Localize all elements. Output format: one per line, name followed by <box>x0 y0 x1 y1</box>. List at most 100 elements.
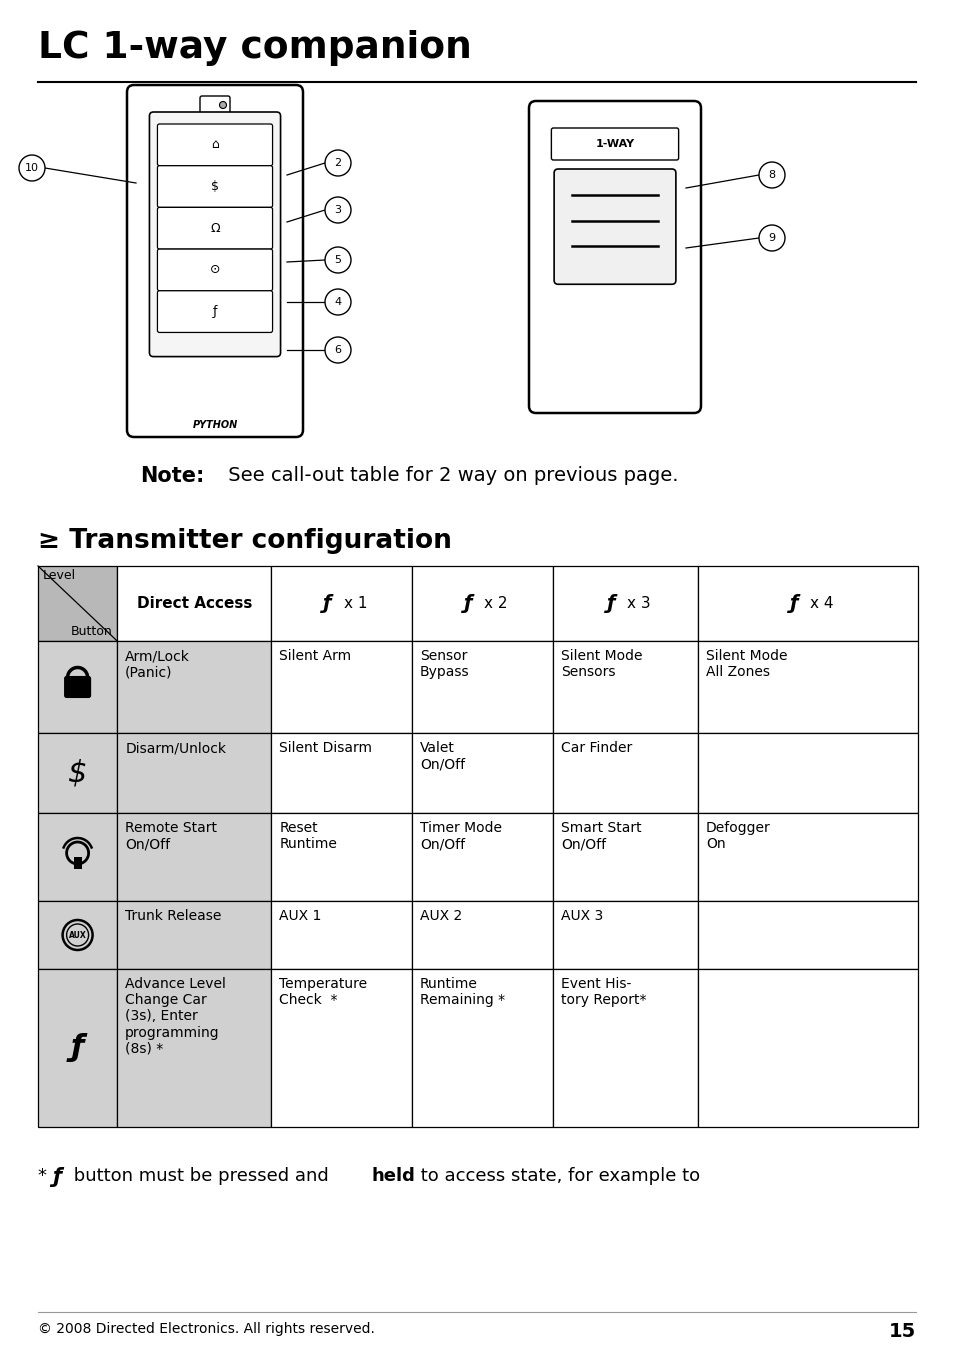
Bar <box>38 813 117 901</box>
Text: held: held <box>372 1167 416 1185</box>
Circle shape <box>325 337 351 363</box>
Text: Smart Start
On/Off: Smart Start On/Off <box>560 821 640 851</box>
Text: 8: 8 <box>767 170 775 179</box>
Circle shape <box>67 924 89 946</box>
Text: Valet
On/Off: Valet On/Off <box>419 741 465 771</box>
Text: Arm/Lock
(Panic): Arm/Lock (Panic) <box>125 650 190 680</box>
Text: Runtime
Remaining *: Runtime Remaining * <box>419 977 504 1007</box>
Text: Silent Mode
All Zones: Silent Mode All Zones <box>705 650 786 680</box>
Circle shape <box>759 162 784 188</box>
Bar <box>412 641 552 733</box>
Text: Reset
Runtime: Reset Runtime <box>279 821 336 851</box>
Text: Level: Level <box>43 569 76 582</box>
Text: Sensor
Bypass: Sensor Bypass <box>419 650 469 680</box>
Bar <box>552 969 698 1127</box>
Text: AUX 2: AUX 2 <box>419 909 462 923</box>
Bar <box>117 565 271 641</box>
FancyBboxPatch shape <box>150 111 280 356</box>
Text: Advance Level
Change Car
(3s), Enter
programming
(8s) *: Advance Level Change Car (3s), Enter pro… <box>125 977 226 1056</box>
Text: Event His-
tory Report*: Event His- tory Report* <box>560 977 645 1007</box>
Text: ƒ: ƒ <box>606 594 615 613</box>
Text: Disarm/Unlock: Disarm/Unlock <box>125 741 226 756</box>
FancyBboxPatch shape <box>157 249 273 291</box>
Text: Silent Arm: Silent Arm <box>279 650 351 663</box>
Bar <box>412 969 552 1127</box>
Bar <box>271 813 412 901</box>
Text: Car Finder: Car Finder <box>560 741 632 756</box>
Text: *: * <box>38 1167 52 1185</box>
FancyBboxPatch shape <box>65 677 90 697</box>
Text: ƒ: ƒ <box>323 594 332 613</box>
Text: 3: 3 <box>335 205 341 215</box>
Text: Note:: Note: <box>140 466 204 487</box>
Bar <box>271 641 412 733</box>
Text: x 4: x 4 <box>809 597 833 612</box>
Circle shape <box>219 102 226 109</box>
Text: AUX 3: AUX 3 <box>560 909 602 923</box>
Circle shape <box>325 149 351 177</box>
Bar <box>698 641 917 733</box>
Text: 10: 10 <box>25 163 39 173</box>
Bar <box>38 969 117 1127</box>
Text: Timer Mode
On/Off: Timer Mode On/Off <box>419 821 501 851</box>
Bar <box>38 901 117 969</box>
Circle shape <box>325 197 351 223</box>
Text: x 1: x 1 <box>343 597 367 612</box>
Text: button must be pressed and: button must be pressed and <box>68 1167 335 1185</box>
Text: to access state, for example to: to access state, for example to <box>415 1167 700 1185</box>
Text: 2: 2 <box>335 158 341 169</box>
Text: ≥ Transmitter configuration: ≥ Transmitter configuration <box>38 529 452 554</box>
Text: ƒ: ƒ <box>213 306 217 318</box>
FancyBboxPatch shape <box>157 166 273 208</box>
Bar <box>552 641 698 733</box>
Text: 1-WAY: 1-WAY <box>595 139 634 149</box>
Text: 9: 9 <box>767 232 775 243</box>
Bar <box>552 901 698 969</box>
Bar <box>552 565 698 641</box>
Bar <box>38 641 117 733</box>
Text: © 2008 Directed Electronics. All rights reserved.: © 2008 Directed Electronics. All rights … <box>38 1322 375 1336</box>
Text: See call-out table for 2 way on previous page.: See call-out table for 2 way on previous… <box>222 466 678 485</box>
Text: ƒ: ƒ <box>71 1033 84 1063</box>
Text: AUX: AUX <box>69 931 87 939</box>
Text: Silent Mode
Sensors: Silent Mode Sensors <box>560 650 641 680</box>
Text: x 2: x 2 <box>484 597 507 612</box>
Bar <box>698 901 917 969</box>
Bar <box>412 901 552 969</box>
Bar <box>412 733 552 813</box>
Bar <box>271 733 412 813</box>
FancyBboxPatch shape <box>200 96 230 114</box>
Bar <box>698 813 917 901</box>
Text: $: $ <box>68 758 87 787</box>
FancyBboxPatch shape <box>127 86 303 438</box>
Text: 15: 15 <box>888 1322 915 1341</box>
Text: ⊙: ⊙ <box>210 264 220 276</box>
Bar <box>38 565 117 641</box>
Text: Temperature
Check  *: Temperature Check * <box>279 977 367 1007</box>
Bar <box>117 813 271 901</box>
Text: x 3: x 3 <box>627 597 650 612</box>
Circle shape <box>19 155 45 181</box>
Text: AUX 1: AUX 1 <box>279 909 321 923</box>
Text: Button: Button <box>71 625 112 637</box>
Bar <box>698 969 917 1127</box>
Bar <box>117 641 271 733</box>
Bar <box>271 969 412 1127</box>
Bar <box>271 565 412 641</box>
Text: Silent Disarm: Silent Disarm <box>279 741 372 756</box>
Text: 5: 5 <box>335 255 341 265</box>
FancyBboxPatch shape <box>551 128 678 160</box>
Circle shape <box>63 920 92 950</box>
Text: $: $ <box>211 179 219 193</box>
Bar <box>38 733 117 813</box>
Bar <box>117 733 271 813</box>
Text: ⌂: ⌂ <box>211 139 218 151</box>
Circle shape <box>759 226 784 251</box>
Text: Trunk Release: Trunk Release <box>125 909 221 923</box>
FancyBboxPatch shape <box>157 208 273 249</box>
Bar <box>73 858 82 868</box>
Bar <box>412 565 552 641</box>
Bar <box>117 969 271 1127</box>
FancyBboxPatch shape <box>529 101 700 413</box>
Text: PYTHON: PYTHON <box>193 420 237 429</box>
